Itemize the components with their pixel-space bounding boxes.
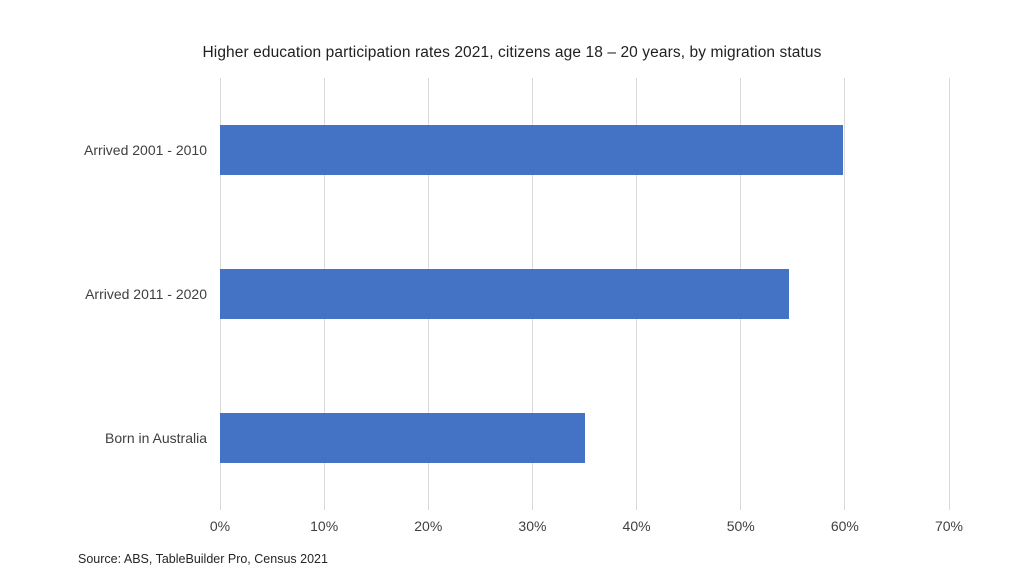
x-tick-label: 10% [310, 518, 339, 534]
bar [220, 269, 789, 319]
category-label: Born in Australia [105, 430, 207, 446]
chart-title: Higher education participation rates 202… [202, 44, 822, 61]
bar [220, 413, 585, 463]
x-tick-label: 40% [622, 518, 651, 534]
category-label: Arrived 2001 - 2010 [84, 142, 207, 158]
gridline [844, 78, 846, 510]
x-tick-label: 50% [726, 518, 755, 534]
plot-area [219, 78, 950, 510]
x-tick-label: 0% [209, 518, 231, 534]
category-label: Arrived 2011 - 2020 [85, 286, 207, 302]
bar [220, 125, 843, 175]
x-tick-label: 70% [934, 518, 964, 534]
x-tick-label: 60% [830, 518, 859, 534]
x-tick-label: 20% [414, 518, 443, 534]
gridline [948, 78, 950, 510]
x-tick-label: 30% [518, 518, 547, 534]
source-note: Source: ABS, TableBuilder Pro, Census 20… [78, 552, 328, 566]
